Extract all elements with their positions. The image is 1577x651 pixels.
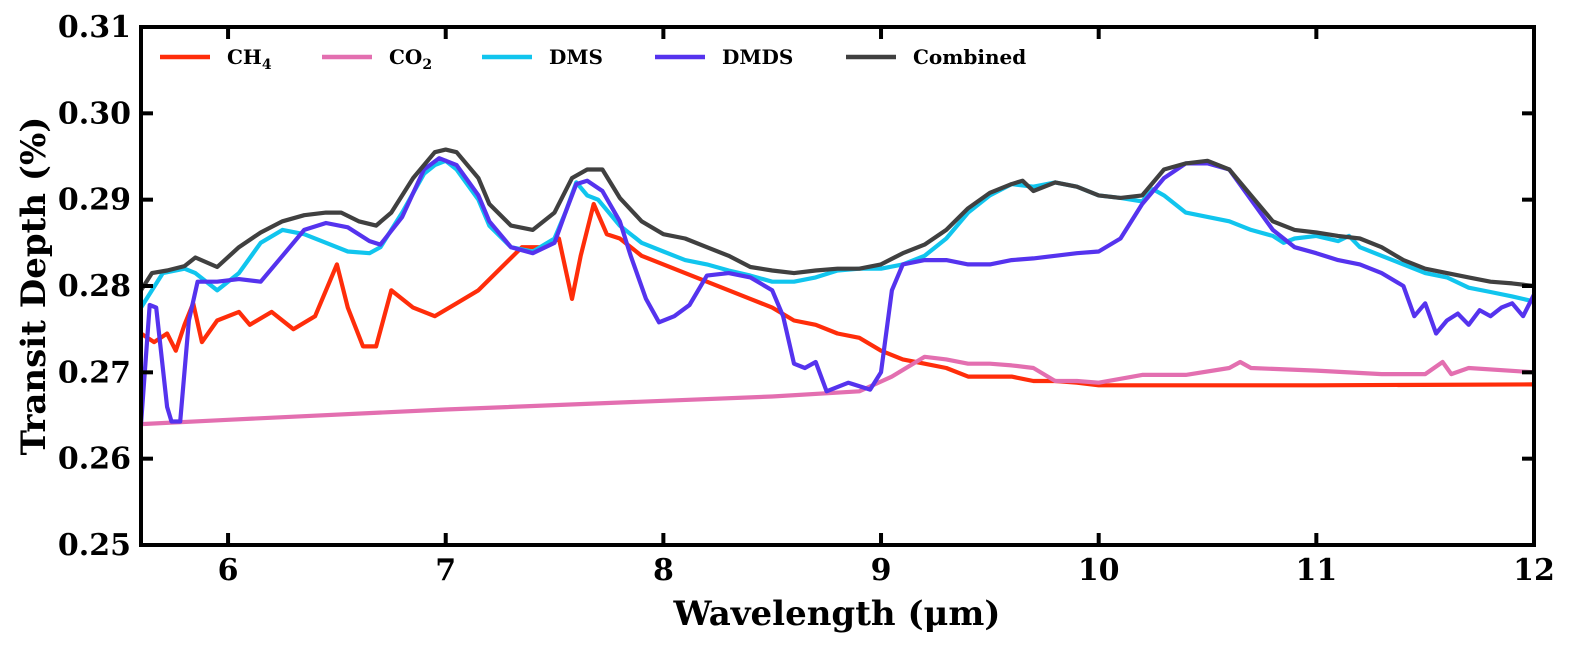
y-tick-label: 0.25 <box>58 528 131 563</box>
series-line-ch4 <box>141 201 1534 388</box>
legend-label: DMDS <box>722 45 793 69</box>
legend-label: CH4 <box>227 45 272 73</box>
x-tick-label: 6 <box>218 553 239 588</box>
plot-frame <box>139 25 1536 547</box>
legend-item-ch4: CH4 <box>160 45 272 73</box>
legend-item-dms: DMS <box>482 45 603 69</box>
legend-item-dmds: DMDS <box>655 45 793 69</box>
series-line-dms <box>141 158 1534 310</box>
legend-label-main: DMDS <box>722 45 793 69</box>
legend-label-main: DMS <box>549 45 603 69</box>
x-axis-title: Wavelength (μm) <box>673 594 1001 634</box>
x-tick-label: 10 <box>1078 553 1120 588</box>
legend-label-main: CO <box>389 45 422 69</box>
legend-label-main: CH <box>227 45 262 69</box>
legend: CH4 CO2 DMS DMDS Combined <box>160 45 1026 73</box>
legend-label-main: Combined <box>913 45 1026 69</box>
x-tick-label: 8 <box>653 553 674 588</box>
legend-label-subscript: 2 <box>422 57 432 73</box>
ticks-layer: 6 7 8 9 10 11 12 0.25 0.26 0.27 0.28 0.29 0.30 0.31 <box>58 10 1555 588</box>
y-tick-label: 0.31 <box>58 10 131 45</box>
y-tick-label: 0.29 <box>58 183 131 218</box>
y-axis-title: Transit Depth (%) <box>14 117 54 456</box>
x-tick-label: 12 <box>1513 553 1555 588</box>
legend-label: Combined <box>913 45 1026 69</box>
legend-item-combined: Combined <box>846 45 1026 69</box>
y-tick-label: 0.28 <box>58 269 131 304</box>
series-line-co2 <box>141 354 1534 427</box>
legend-label: CO2 <box>389 45 432 73</box>
legend-label: DMS <box>549 45 603 69</box>
series-line-dmds <box>141 156 1534 427</box>
legend-item-co2: CO2 <box>322 45 432 73</box>
y-tick-label: 0.27 <box>58 355 131 390</box>
x-tick-label: 9 <box>871 553 892 588</box>
series-layer <box>141 147 1534 427</box>
series-line-combined <box>141 147 1534 293</box>
y-tick-label: 0.30 <box>58 96 131 131</box>
y-tick-label: 0.26 <box>58 442 131 477</box>
x-tick-label: 7 <box>435 553 456 588</box>
legend-label-subscript: 4 <box>262 57 272 73</box>
x-tick-label: 11 <box>1295 553 1337 588</box>
